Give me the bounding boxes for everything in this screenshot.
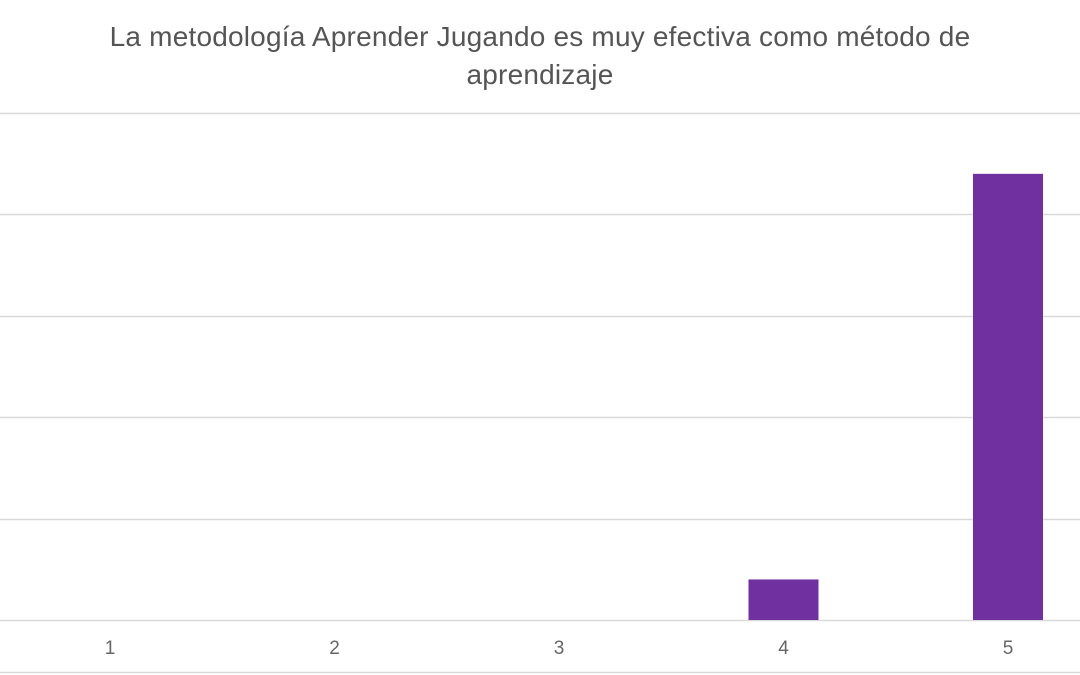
- bars: [748, 173, 1043, 620]
- x-tick-label-3: 3: [554, 638, 565, 659]
- x-tick-label-5: 5: [1003, 638, 1014, 659]
- bar-5: [973, 173, 1043, 620]
- x-tick-label-1: 1: [105, 638, 116, 659]
- chart-title: La metodología Aprender Jugando es muy e…: [109, 21, 971, 90]
- x-tick-labels: 1 2 3 4 5: [105, 638, 1014, 659]
- x-tick-label-2: 2: [329, 638, 340, 659]
- x-tick-label-4: 4: [778, 638, 789, 659]
- gridlines: [0, 112, 1080, 674]
- bar-4: [748, 579, 819, 620]
